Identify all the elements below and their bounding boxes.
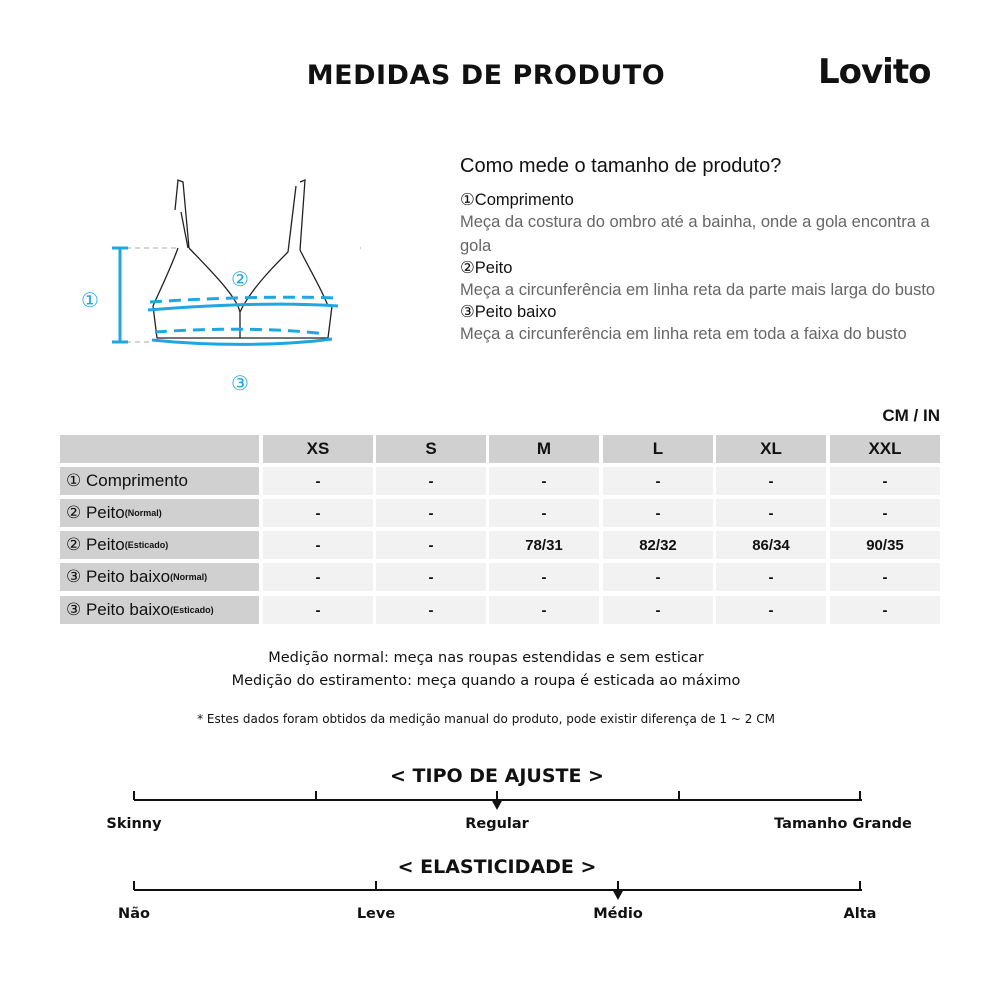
page-title: MEDIDAS DE PRODUTO bbox=[306, 60, 666, 91]
note-normal: Medição normal: meça nas roupas estendid… bbox=[268, 650, 704, 666]
table-cell: - bbox=[603, 467, 713, 495]
measure-desc-bust: Meça a circunferência em linha reta da p… bbox=[460, 281, 936, 299]
row-label-sub: (Esticado) bbox=[170, 605, 214, 615]
table-cell: - bbox=[376, 531, 486, 559]
measure-head-underbust: ③Peito baixo bbox=[460, 303, 557, 321]
bra-outline bbox=[152, 179, 333, 339]
table-cell: - bbox=[716, 563, 826, 591]
table-cell: - bbox=[263, 596, 373, 624]
elasticity-tick bbox=[859, 881, 861, 890]
fit-selected-marker bbox=[491, 799, 503, 810]
table-cell: 86/34 bbox=[716, 531, 826, 559]
unit-label: CM / IN bbox=[882, 406, 940, 425]
row-label-text: ① Comprimento bbox=[66, 471, 188, 490]
table-cell: - bbox=[489, 563, 599, 591]
elasticity-label: Médio bbox=[593, 906, 643, 922]
table-cell: - bbox=[263, 467, 373, 495]
how-to-measure-title: Como mede o tamanho de produto? bbox=[460, 155, 782, 177]
size-header-s: S bbox=[376, 435, 486, 463]
table-cell: - bbox=[376, 596, 486, 624]
row-label-text: ③ Peito baixo bbox=[66, 600, 171, 619]
size-header-xl: XL bbox=[716, 435, 826, 463]
table-cell: - bbox=[830, 563, 940, 591]
label-2: ② bbox=[231, 267, 249, 291]
table-cell: - bbox=[489, 596, 599, 624]
row-label-sub: (Normal) bbox=[124, 508, 162, 518]
size-header-xxl: XXL bbox=[830, 435, 940, 463]
row-label-text: ② Peito bbox=[66, 535, 125, 554]
row-label: ③ Peito baixo (Esticado) bbox=[60, 596, 259, 624]
row-label-sub: (Esticado) bbox=[124, 540, 169, 550]
elasticity-line bbox=[134, 889, 862, 891]
size-header-l: L bbox=[603, 435, 713, 463]
table-cell: - bbox=[716, 596, 826, 624]
fit-tick bbox=[859, 791, 861, 800]
elasticity-label: Alta bbox=[843, 906, 877, 922]
note-stretch: Medição do estiramento: meça quando a ro… bbox=[231, 673, 741, 689]
row-label-sub: (Normal) bbox=[170, 572, 208, 582]
measure-head-length: ①Comprimento bbox=[460, 191, 574, 209]
table-cell: 82/32 bbox=[603, 531, 713, 559]
table-cell: - bbox=[603, 563, 713, 591]
row-label: ① Comprimento bbox=[60, 467, 259, 495]
table-cell: - bbox=[830, 596, 940, 624]
elasticity-tick bbox=[375, 881, 377, 890]
table-cell: - bbox=[830, 499, 940, 527]
fit-tick bbox=[133, 791, 135, 800]
fit-label: Tamanho Grande bbox=[774, 816, 912, 832]
table-cell: - bbox=[489, 499, 599, 527]
elasticity-title: < ELASTICIDADE > bbox=[397, 856, 597, 878]
table-cell: - bbox=[263, 563, 373, 591]
row-label-text: ② Peito bbox=[66, 503, 125, 522]
row-label: ② Peito (Normal) bbox=[60, 499, 259, 527]
size-header-m: M bbox=[489, 435, 599, 463]
elasticity-tick bbox=[133, 881, 135, 890]
elasticity-tick bbox=[617, 881, 619, 890]
measure-head-bust: ②Peito bbox=[460, 259, 513, 277]
table-cell: 78/31 bbox=[489, 531, 599, 559]
table-cell: - bbox=[376, 563, 486, 591]
elasticity-selected-marker bbox=[612, 889, 624, 900]
size-header-xs: XS bbox=[263, 435, 373, 463]
table-cell: - bbox=[489, 467, 599, 495]
row-label: ③ Peito baixo (Normal) bbox=[60, 563, 259, 591]
table-cell: - bbox=[716, 499, 826, 527]
table-cell: 90/35 bbox=[830, 531, 940, 559]
table-cell: - bbox=[263, 499, 373, 527]
brand-logo: Lovito bbox=[818, 52, 931, 92]
measurement-lines bbox=[112, 246, 339, 346]
table-header-corner bbox=[60, 435, 259, 463]
table-cell: - bbox=[376, 499, 486, 527]
table-cell: - bbox=[603, 499, 713, 527]
elasticity-label: Não bbox=[118, 906, 150, 922]
label-1: ① bbox=[81, 288, 99, 312]
label-3: ③ bbox=[231, 371, 249, 395]
fit-tick bbox=[315, 791, 317, 800]
fit-tick bbox=[496, 791, 498, 800]
fit-label: Skinny bbox=[106, 816, 162, 832]
table-cell: - bbox=[376, 467, 486, 495]
disclaimer: * Estes dados foram obtidos da medição m… bbox=[197, 712, 775, 726]
measure-desc-underbust: Meça a circunferência em linha reta em t… bbox=[460, 325, 907, 343]
measure-desc-length: Meça da costura do ombro até a bainha, o… bbox=[460, 213, 930, 255]
fit-type-title: < TIPO DE AJUSTE > bbox=[390, 765, 604, 787]
table-cell: - bbox=[830, 467, 940, 495]
table-cell: - bbox=[263, 531, 373, 559]
bra-measurement-diagram: ① ② ③ bbox=[81, 179, 361, 395]
fit-tick bbox=[678, 791, 680, 800]
elasticity-label: Leve bbox=[356, 906, 396, 922]
how-to-measure-list: ①Comprimento Meça da costura do ombro at… bbox=[460, 190, 940, 346]
table-cell: - bbox=[603, 596, 713, 624]
row-label-text: ③ Peito baixo bbox=[66, 567, 171, 586]
row-label: ② Peito (Esticado) bbox=[60, 531, 259, 559]
table-cell: - bbox=[716, 467, 826, 495]
fit-label: Regular bbox=[465, 816, 529, 832]
